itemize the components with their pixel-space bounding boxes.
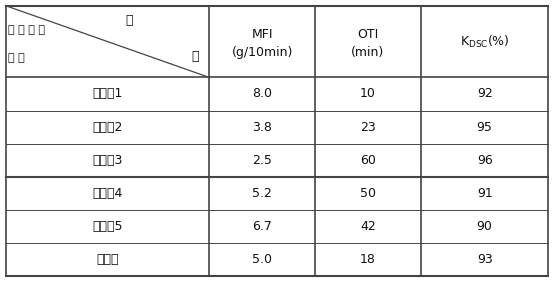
Text: 60: 60 [360, 154, 376, 167]
Text: 91: 91 [477, 187, 493, 200]
Text: 3.8: 3.8 [252, 121, 272, 134]
Text: 对照例: 对照例 [96, 253, 119, 266]
Text: 合 物: 合 物 [8, 53, 25, 63]
Text: MFI: MFI [252, 28, 273, 41]
Text: 性: 性 [126, 14, 134, 27]
Text: 18: 18 [360, 253, 376, 266]
Text: 能: 能 [192, 50, 199, 63]
Text: 2.5: 2.5 [252, 154, 272, 167]
Text: 聚 丙 烯 组: 聚 丙 烯 组 [8, 25, 45, 35]
Text: 实施例2: 实施例2 [92, 121, 122, 134]
Text: 5.2: 5.2 [252, 187, 272, 200]
Text: 10: 10 [360, 87, 376, 100]
Text: 50: 50 [360, 187, 376, 200]
Text: (min): (min) [351, 46, 384, 59]
Text: (g/10min): (g/10min) [232, 46, 293, 59]
Text: OTI: OTI [357, 28, 378, 41]
Text: 实施例3: 实施例3 [92, 154, 122, 167]
Text: 93: 93 [477, 253, 493, 266]
Text: $\mathrm{K}_{\mathrm{DSC}}$(%): $\mathrm{K}_{\mathrm{DSC}}$(%) [460, 34, 510, 50]
Text: 92: 92 [477, 87, 493, 100]
Text: 8.0: 8.0 [252, 87, 272, 100]
Text: 95: 95 [477, 121, 493, 134]
Text: 23: 23 [360, 121, 376, 134]
Text: 5.0: 5.0 [252, 253, 272, 266]
Text: 90: 90 [477, 220, 493, 233]
Text: 实施例5: 实施例5 [92, 220, 122, 233]
Text: 96: 96 [477, 154, 493, 167]
Text: 实施例4: 实施例4 [92, 187, 122, 200]
Text: 实施例1: 实施例1 [92, 87, 122, 100]
Text: 6.7: 6.7 [252, 220, 272, 233]
Text: 42: 42 [360, 220, 376, 233]
